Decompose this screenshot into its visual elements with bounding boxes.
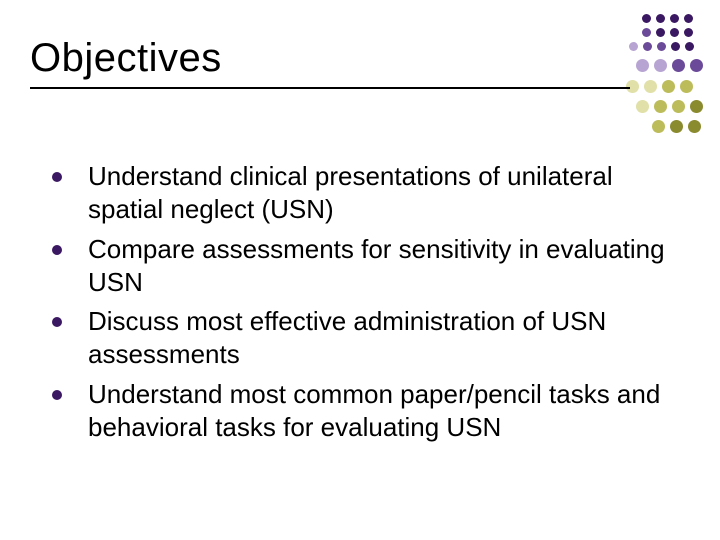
deco-dot xyxy=(654,100,667,113)
bullet-icon xyxy=(52,172,62,182)
deco-dot xyxy=(656,14,665,23)
slide: Objectives Understand clinical presentat… xyxy=(0,0,720,540)
deco-dot xyxy=(670,28,679,37)
deco-dot xyxy=(685,42,694,51)
deco-dot xyxy=(654,59,667,72)
deco-dot xyxy=(684,28,693,37)
deco-dot xyxy=(690,100,703,113)
list-item: Discuss most effective administration of… xyxy=(52,305,672,372)
bullet-icon xyxy=(52,245,62,255)
list-item: Compare assessments for sensitivity in e… xyxy=(52,233,672,300)
deco-dot xyxy=(662,80,675,93)
deco-dot xyxy=(644,80,657,93)
deco-dot xyxy=(671,42,680,51)
deco-dot xyxy=(670,14,679,23)
deco-dot xyxy=(656,28,665,37)
deco-dot xyxy=(636,100,649,113)
list-item: Understand clinical presentations of uni… xyxy=(52,160,672,227)
bullet-icon xyxy=(52,317,62,327)
deco-dot xyxy=(636,59,649,72)
deco-dot xyxy=(643,42,652,51)
title-container: Objectives xyxy=(30,36,630,89)
deco-dot xyxy=(642,14,651,23)
deco-dot xyxy=(652,120,665,133)
bullet-icon xyxy=(52,390,62,400)
deco-dot xyxy=(642,28,651,37)
list-item-text: Compare assessments for sensitivity in e… xyxy=(88,233,672,300)
list-item-text: Understand clinical presentations of uni… xyxy=(88,160,672,227)
list-item-text: Discuss most effective administration of… xyxy=(88,305,672,372)
bullet-list: Understand clinical presentations of uni… xyxy=(52,160,672,450)
deco-dot xyxy=(690,59,703,72)
slide-title: Objectives xyxy=(30,36,630,81)
deco-dot xyxy=(688,120,701,133)
list-item-text: Understand most common paper/pencil task… xyxy=(88,378,672,445)
deco-dot xyxy=(629,42,638,51)
list-item: Understand most common paper/pencil task… xyxy=(52,378,672,445)
deco-dot xyxy=(670,120,683,133)
deco-dot xyxy=(680,80,693,93)
deco-dot xyxy=(684,14,693,23)
deco-dot xyxy=(657,42,666,51)
deco-dot xyxy=(672,59,685,72)
deco-dot xyxy=(672,100,685,113)
